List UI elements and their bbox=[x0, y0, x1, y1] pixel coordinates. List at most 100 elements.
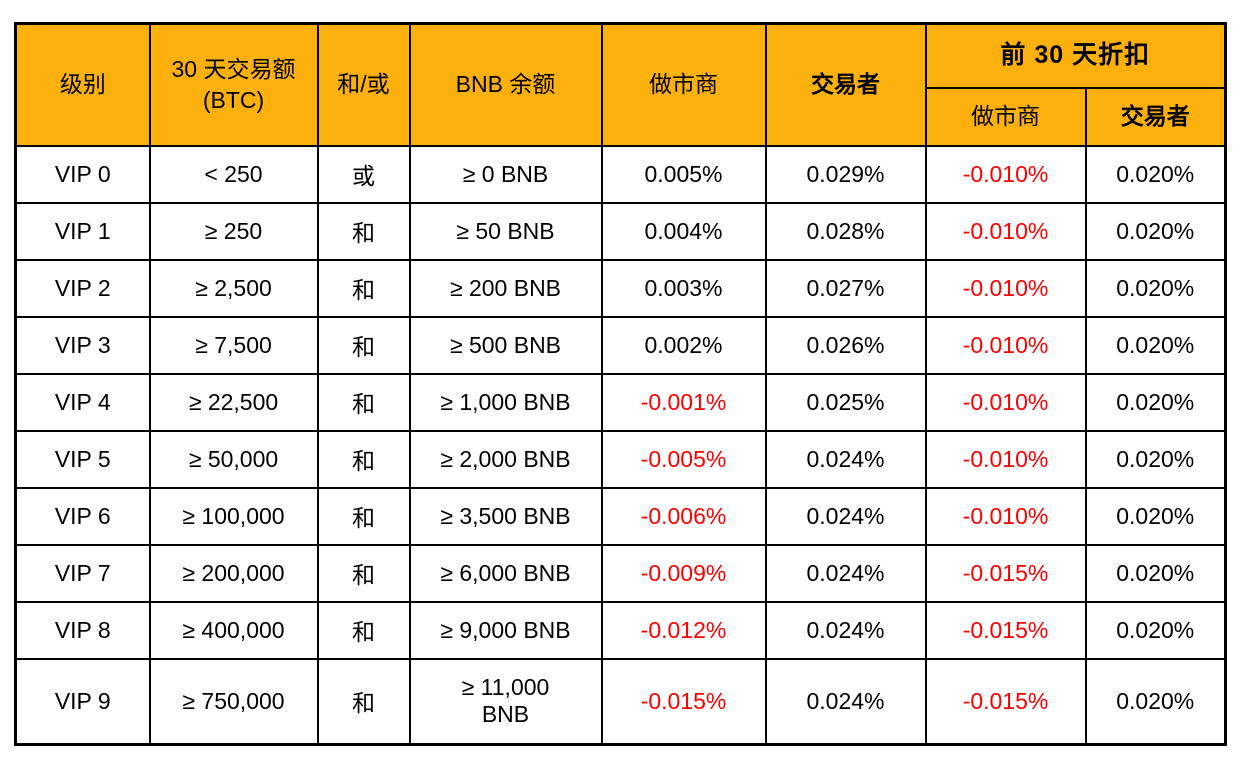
cell-taker-fee: 0.024% bbox=[764, 486, 927, 546]
table-row: VIP 7 ≥ 200,000 和 ≥ 6,000 BNB -0.009% 0.… bbox=[14, 543, 1227, 603]
cell-bnb-balance: ≥ 200 BNB bbox=[408, 258, 603, 318]
table-row: VIP 5 ≥ 50,000 和 ≥ 2,000 BNB -0.005% 0.0… bbox=[14, 429, 1227, 489]
cell-30d-volume: ≥ 100,000 bbox=[148, 486, 319, 546]
cell-discount-maker-fee: -0.015% bbox=[924, 657, 1087, 746]
cell-discount-taker-fee: 0.020% bbox=[1084, 657, 1227, 746]
header-first-30d-discount: 前 30 天折扣 bbox=[924, 22, 1227, 89]
vip-fee-table: 级别 30 天交易额 (BTC) 和/或 BNB 余额 做市商 交易者 前 30… bbox=[14, 22, 1228, 746]
cell-discount-maker-fee: -0.015% bbox=[924, 600, 1087, 660]
cell-discount-maker-fee: -0.010% bbox=[924, 201, 1087, 261]
cell-bnb-balance: ≥ 0 BNB bbox=[408, 144, 603, 204]
table-row: VIP 8 ≥ 400,000 和 ≥ 9,000 BNB -0.012% 0.… bbox=[14, 600, 1227, 660]
cell-level: VIP 0 bbox=[14, 144, 151, 204]
cell-bnb-balance: ≥ 1,000 BNB bbox=[408, 372, 603, 432]
cell-and-or: 和 bbox=[316, 543, 411, 603]
cell-maker-fee: -0.006% bbox=[600, 486, 767, 546]
cell-maker-fee: 0.005% bbox=[600, 144, 767, 204]
header-level: 级别 bbox=[14, 22, 151, 147]
cell-and-or: 和 bbox=[316, 258, 411, 318]
table-row: VIP 6 ≥ 100,000 和 ≥ 3,500 BNB -0.006% 0.… bbox=[14, 486, 1227, 546]
header-bnb-balance: BNB 余额 bbox=[408, 22, 603, 147]
cell-maker-fee: -0.009% bbox=[600, 543, 767, 603]
cell-discount-maker-fee: -0.010% bbox=[924, 315, 1087, 375]
cell-taker-fee: 0.029% bbox=[764, 144, 927, 204]
cell-discount-maker-fee: -0.010% bbox=[924, 486, 1087, 546]
table-row: VIP 3 ≥ 7,500 和 ≥ 500 BNB 0.002% 0.026% … bbox=[14, 315, 1227, 375]
cell-maker-fee: -0.005% bbox=[600, 429, 767, 489]
cell-30d-volume: < 250 bbox=[148, 144, 319, 204]
cell-bnb-balance: ≥ 50 BNB bbox=[408, 201, 603, 261]
cell-and-or: 和 bbox=[316, 429, 411, 489]
cell-taker-fee: 0.025% bbox=[764, 372, 927, 432]
table-row: VIP 1 ≥ 250 和 ≥ 50 BNB 0.004% 0.028% -0.… bbox=[14, 201, 1227, 261]
cell-level: VIP 1 bbox=[14, 201, 151, 261]
cell-30d-volume: ≥ 400,000 bbox=[148, 600, 319, 660]
cell-30d-volume: ≥ 22,500 bbox=[148, 372, 319, 432]
table-row: VIP 0 < 250 或 ≥ 0 BNB 0.005% 0.029% -0.0… bbox=[14, 144, 1227, 204]
cell-taker-fee: 0.026% bbox=[764, 315, 927, 375]
cell-maker-fee: -0.015% bbox=[600, 657, 767, 746]
header-taker: 交易者 bbox=[764, 22, 927, 147]
cell-maker-fee: 0.002% bbox=[600, 315, 767, 375]
cell-level: VIP 2 bbox=[14, 258, 151, 318]
cell-30d-volume: ≥ 750,000 bbox=[148, 657, 319, 746]
cell-30d-volume: ≥ 200,000 bbox=[148, 543, 319, 603]
header-discount-taker: 交易者 bbox=[1084, 86, 1227, 147]
header-30d-volume: 30 天交易额 (BTC) bbox=[148, 22, 319, 147]
table-row: VIP 2 ≥ 2,500 和 ≥ 200 BNB 0.003% 0.027% … bbox=[14, 258, 1227, 318]
cell-discount-taker-fee: 0.020% bbox=[1084, 486, 1227, 546]
cell-level: VIP 4 bbox=[14, 372, 151, 432]
cell-level: VIP 5 bbox=[14, 429, 151, 489]
cell-30d-volume: ≥ 50,000 bbox=[148, 429, 319, 489]
vip-fee-table-container: 级别 30 天交易额 (BTC) 和/或 BNB 余额 做市商 交易者 前 30… bbox=[14, 22, 1228, 746]
cell-level: VIP 3 bbox=[14, 315, 151, 375]
cell-discount-taker-fee: 0.020% bbox=[1084, 543, 1227, 603]
cell-discount-taker-fee: 0.020% bbox=[1084, 600, 1227, 660]
cell-discount-taker-fee: 0.020% bbox=[1084, 372, 1227, 432]
cell-and-or: 和 bbox=[316, 486, 411, 546]
cell-bnb-balance: ≥ 500 BNB bbox=[408, 315, 603, 375]
cell-level: VIP 7 bbox=[14, 543, 151, 603]
cell-and-or: 或 bbox=[316, 144, 411, 204]
cell-taker-fee: 0.027% bbox=[764, 258, 927, 318]
cell-and-or: 和 bbox=[316, 600, 411, 660]
cell-and-or: 和 bbox=[316, 372, 411, 432]
cell-maker-fee: -0.001% bbox=[600, 372, 767, 432]
cell-discount-taker-fee: 0.020% bbox=[1084, 144, 1227, 204]
cell-discount-maker-fee: -0.010% bbox=[924, 258, 1087, 318]
cell-and-or: 和 bbox=[316, 657, 411, 746]
header-and-or: 和/或 bbox=[316, 22, 411, 147]
cell-30d-volume: ≥ 250 bbox=[148, 201, 319, 261]
cell-discount-maker-fee: -0.015% bbox=[924, 543, 1087, 603]
cell-maker-fee: 0.003% bbox=[600, 258, 767, 318]
cell-level: VIP 8 bbox=[14, 600, 151, 660]
header-maker: 做市商 bbox=[600, 22, 767, 147]
cell-taker-fee: 0.024% bbox=[764, 657, 927, 746]
cell-bnb-balance: ≥ 9,000 BNB bbox=[408, 600, 603, 660]
cell-bnb-balance: ≥ 2,000 BNB bbox=[408, 429, 603, 489]
cell-bnb-balance: ≥ 11,000 BNB bbox=[408, 657, 603, 746]
cell-discount-taker-fee: 0.020% bbox=[1084, 258, 1227, 318]
table-body: VIP 0 < 250 或 ≥ 0 BNB 0.005% 0.029% -0.0… bbox=[14, 144, 1227, 746]
table-row: VIP 4 ≥ 22,500 和 ≥ 1,000 BNB -0.001% 0.0… bbox=[14, 372, 1227, 432]
table-row: VIP 9 ≥ 750,000 和 ≥ 11,000 BNB -0.015% 0… bbox=[14, 657, 1227, 746]
cell-discount-taker-fee: 0.020% bbox=[1084, 315, 1227, 375]
cell-maker-fee: -0.012% bbox=[600, 600, 767, 660]
cell-and-or: 和 bbox=[316, 201, 411, 261]
table-header: 级别 30 天交易额 (BTC) 和/或 BNB 余额 做市商 交易者 前 30… bbox=[14, 22, 1227, 147]
cell-taker-fee: 0.024% bbox=[764, 429, 927, 489]
cell-bnb-balance: ≥ 6,000 BNB bbox=[408, 543, 603, 603]
cell-taker-fee: 0.024% bbox=[764, 600, 927, 660]
cell-30d-volume: ≥ 7,500 bbox=[148, 315, 319, 375]
cell-taker-fee: 0.024% bbox=[764, 543, 927, 603]
cell-level: VIP 6 bbox=[14, 486, 151, 546]
cell-discount-maker-fee: -0.010% bbox=[924, 429, 1087, 489]
cell-discount-maker-fee: -0.010% bbox=[924, 144, 1087, 204]
cell-discount-taker-fee: 0.020% bbox=[1084, 429, 1227, 489]
cell-and-or: 和 bbox=[316, 315, 411, 375]
cell-level: VIP 9 bbox=[14, 657, 151, 746]
cell-30d-volume: ≥ 2,500 bbox=[148, 258, 319, 318]
header-discount-maker: 做市商 bbox=[924, 86, 1087, 147]
cell-discount-taker-fee: 0.020% bbox=[1084, 201, 1227, 261]
cell-maker-fee: 0.004% bbox=[600, 201, 767, 261]
